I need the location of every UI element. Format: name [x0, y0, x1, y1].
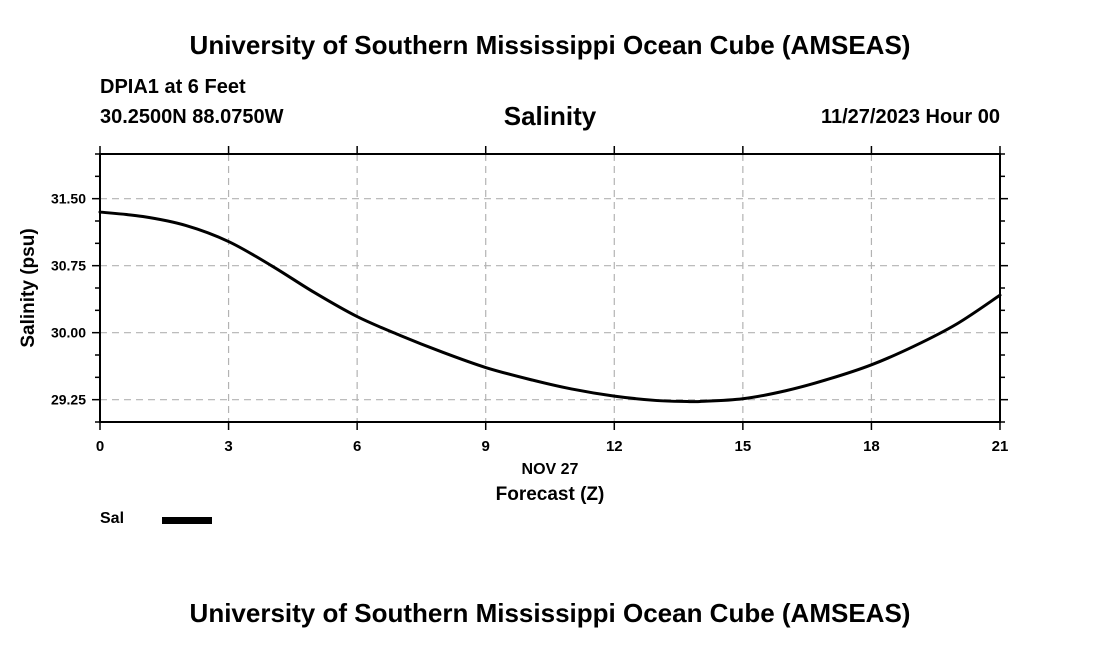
y-tick-label: 31.50: [51, 191, 86, 207]
legend-swatch: [162, 517, 212, 524]
series-layer: [98, 210, 1002, 404]
station-coordinates: 30.2500N 88.0750W: [100, 106, 284, 128]
x-tick-label: 9: [482, 438, 490, 455]
x-tick-label: 18: [863, 438, 880, 455]
y-tick-label: 30.00: [51, 325, 86, 341]
plot-frame: [99, 153, 1001, 423]
salinity-series-line: [98, 210, 1002, 404]
forecast-datetime: 11/27/2023 Hour 00: [820, 106, 1000, 128]
x-tick-label: 15: [735, 438, 752, 455]
x-axis-date-label: NOV 27: [522, 461, 579, 478]
x-tick-label: 0: [96, 438, 104, 455]
x-tick-label: 21: [992, 438, 1009, 455]
x-tick-label: 12: [606, 438, 623, 455]
axis-ticks: 0 3 6 9 12 15 18 21 29.25 30.00 30.75 31.50: [51, 146, 1008, 455]
x-tick-label: 3: [224, 438, 232, 455]
y-tick-label: 30.75: [51, 258, 86, 274]
x-tick-label: 6: [353, 438, 361, 455]
station-label: DPIA1 at 6 Feet: [100, 76, 246, 98]
org-title-bottom: University of Southern Mississippi Ocean…: [189, 598, 911, 628]
legend-label: Sal: [100, 510, 125, 527]
x-axis-title: Forecast (Z): [496, 484, 605, 505]
chart-title: Salinity: [503, 101, 597, 131]
y-tick-label: 29.25: [51, 392, 86, 408]
org-title-top: University of Southern Mississippi Ocean…: [189, 30, 911, 60]
y-axis-title: Salinity (psu): [18, 228, 39, 347]
grid-lines: [100, 154, 1000, 422]
